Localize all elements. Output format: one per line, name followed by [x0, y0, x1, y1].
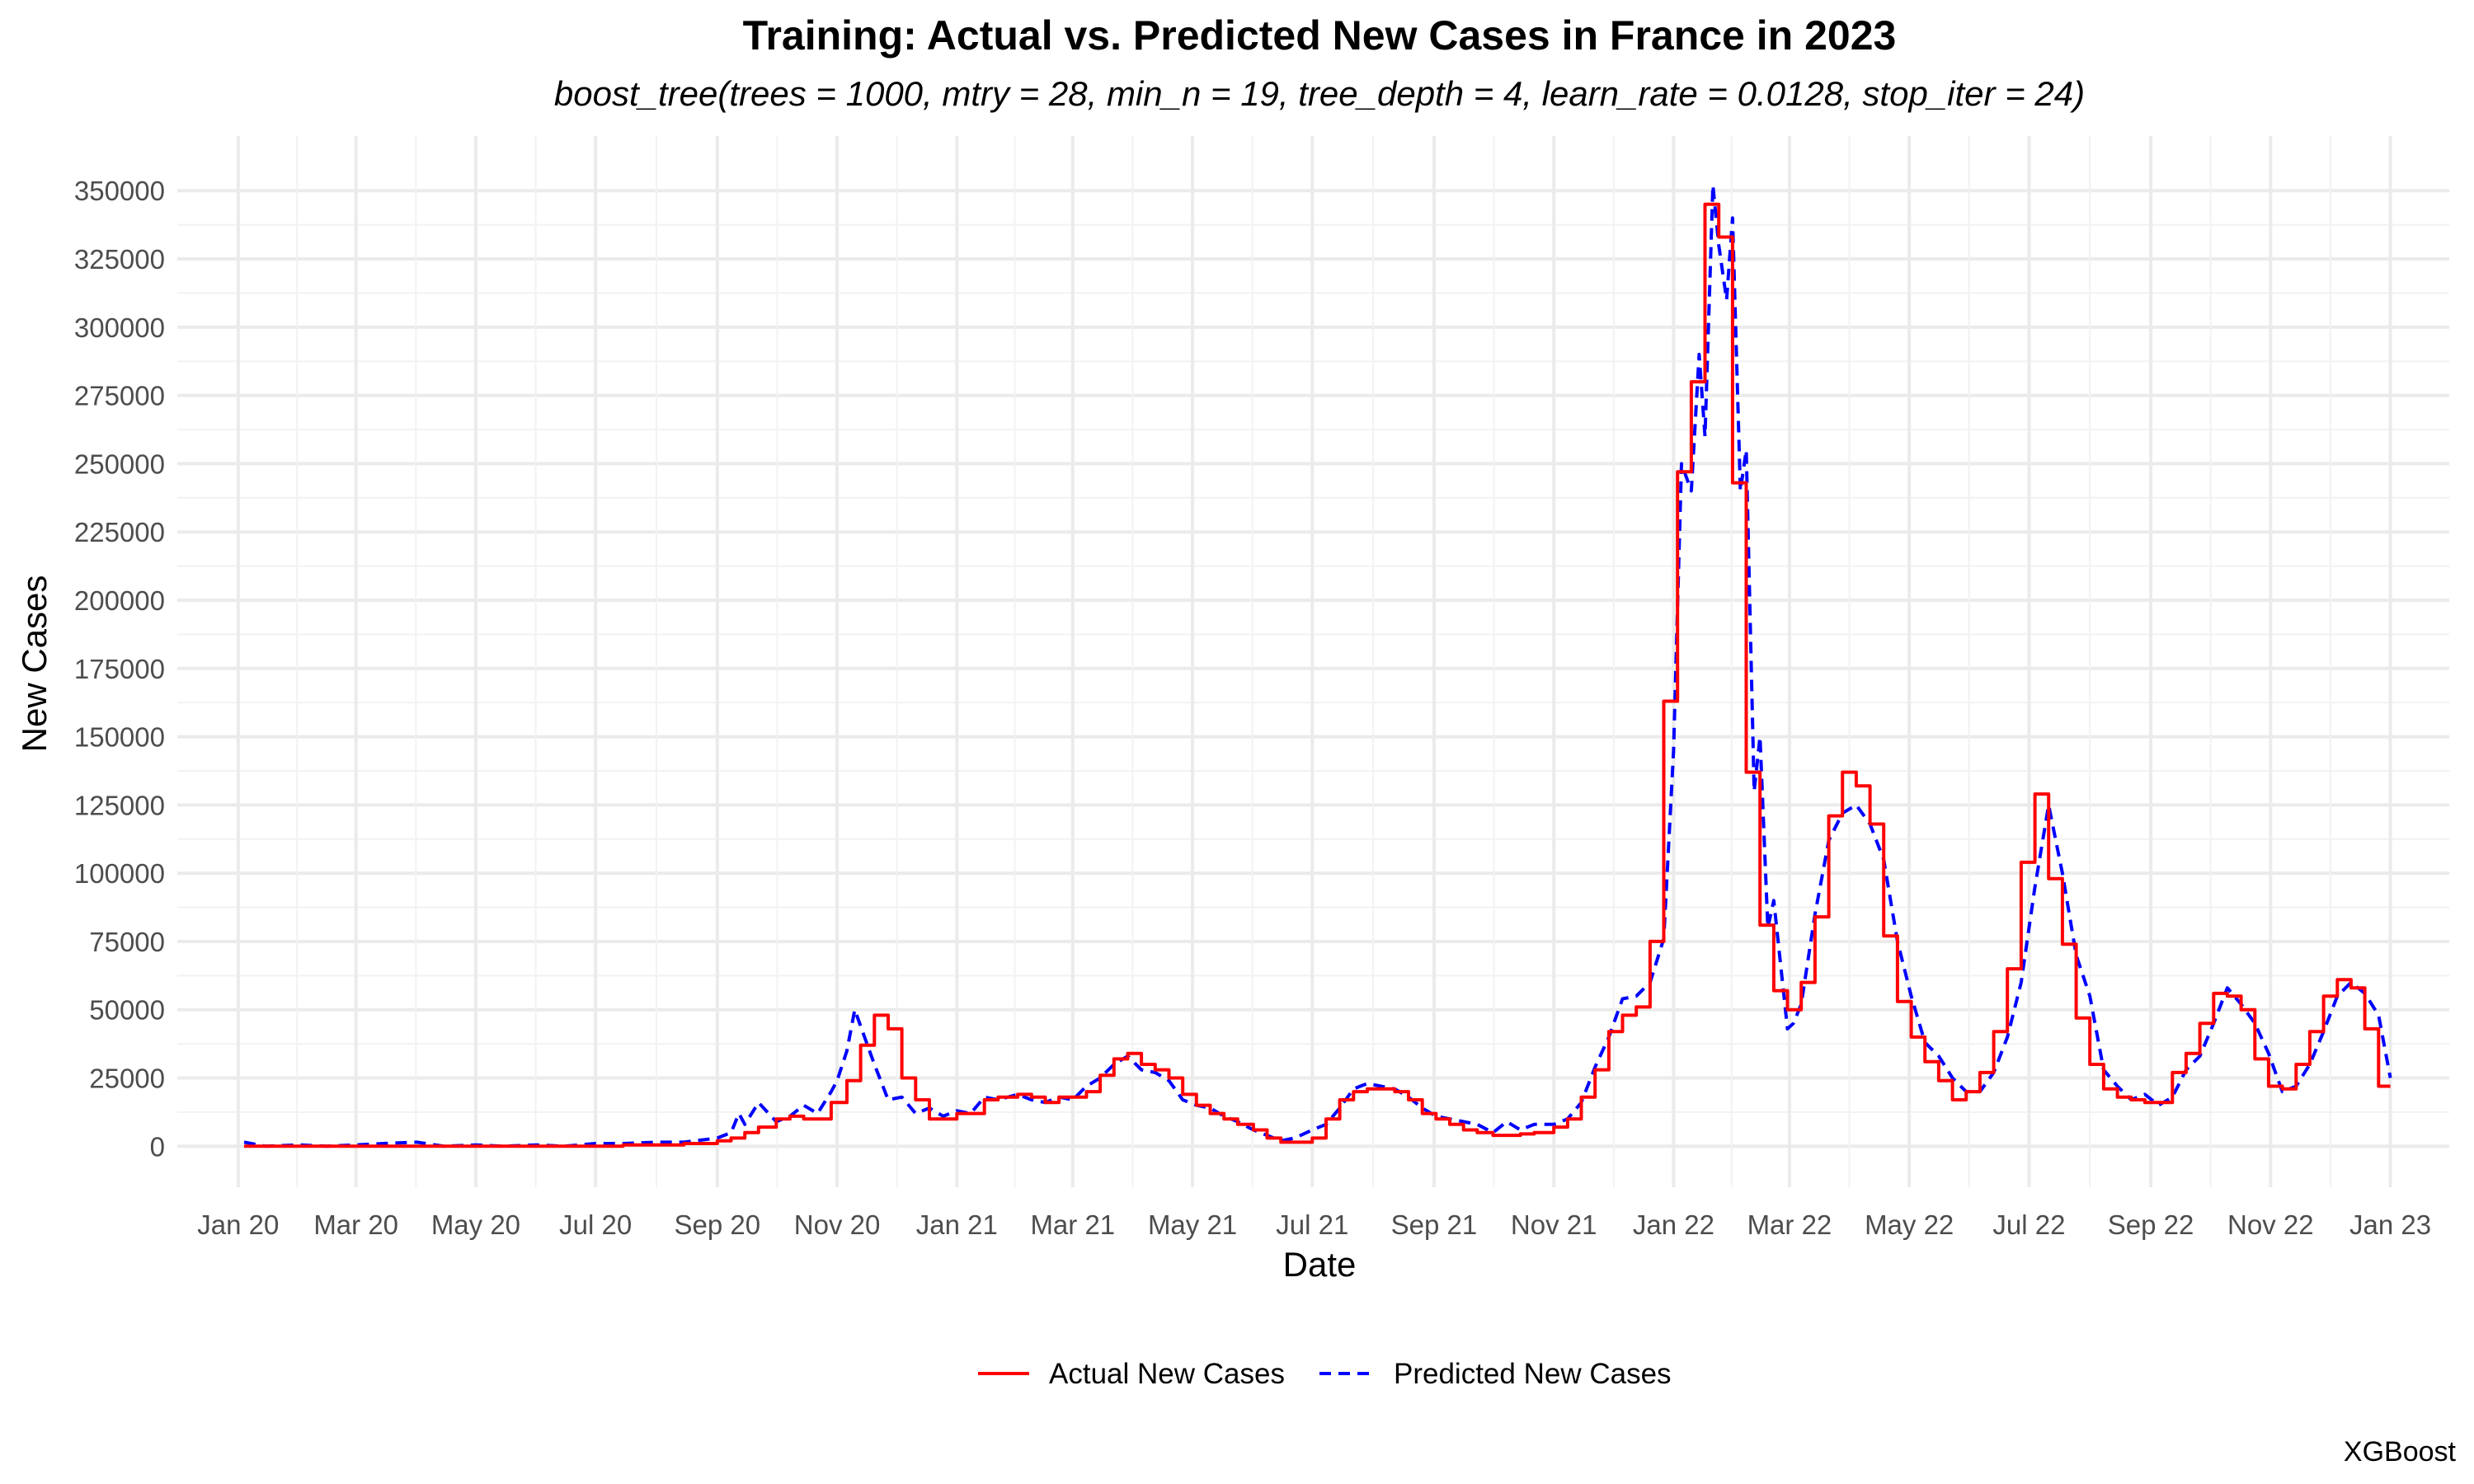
y-axis: 0 25000 50000 75000 100000 125000 150000 175000…	[74, 176, 165, 1162]
y-tick-label: 350000	[74, 176, 165, 206]
x-tick-label: Jan 22	[1633, 1209, 1714, 1240]
x-tick-label: Jul 20	[559, 1209, 632, 1240]
chart-subtitle: boost_tree(trees = 1000, mtry = 28, min_…	[554, 74, 2085, 113]
series-line-predicted	[243, 183, 2392, 1148]
x-tick-label: Mar 22	[1747, 1209, 1832, 1240]
plot-area	[243, 183, 2392, 1148]
x-tick-label: Nov 20	[794, 1209, 881, 1240]
y-tick-label: 300000	[74, 312, 165, 343]
y-tick-label: 0	[150, 1131, 165, 1162]
x-tick-label: Jul 21	[1276, 1209, 1348, 1240]
y-tick-label: 175000	[74, 654, 165, 684]
x-tick-label: Mar 20	[313, 1209, 398, 1240]
x-tick-label: Mar 21	[1030, 1209, 1115, 1240]
y-tick-label: 325000	[74, 244, 165, 275]
x-tick-label: Sep 21	[1391, 1209, 1478, 1240]
series-line-actual	[244, 202, 2391, 1148]
x-tick-label: May 21	[1148, 1209, 1237, 1240]
x-tick-label: Nov 22	[2227, 1209, 2314, 1240]
legend-label-predicted: Predicted New Cases	[1394, 1358, 1672, 1390]
y-tick-label: 100000	[74, 858, 165, 889]
y-tick-label: 75000	[89, 927, 165, 957]
y-tick-label: 275000	[74, 381, 165, 411]
caption: XGBoost	[2344, 1436, 2457, 1468]
y-tick-label: 200000	[74, 585, 165, 616]
y-axis-title: New Cases	[15, 575, 54, 753]
legend-label-actual: Actual New Cases	[1049, 1358, 1285, 1390]
y-tick-label: 125000	[74, 790, 165, 820]
x-tick-label: Jul 22	[1992, 1209, 2065, 1240]
chart-title: Training: Actual vs. Predicted New Cases…	[743, 12, 1897, 59]
x-tick-label: Sep 20	[675, 1209, 761, 1240]
y-tick-label: 150000	[74, 722, 165, 753]
x-axis: Jan 20 Mar 20 May 20 Jul 20 Sep 20 Nov 20 Jan …	[197, 1209, 2431, 1240]
y-tick-label: 250000	[74, 448, 165, 479]
x-tick-label: Jan 20	[197, 1209, 279, 1240]
grid	[177, 136, 2449, 1187]
legend: Actual New Cases Predicted New Cases	[978, 1358, 1672, 1390]
x-tick-label: May 20	[431, 1209, 520, 1240]
x-tick-label: Sep 22	[2108, 1209, 2194, 1240]
x-tick-label: Jan 21	[916, 1209, 998, 1240]
x-tick-label: Jan 23	[2349, 1209, 2431, 1240]
y-tick-label: 50000	[89, 995, 165, 1026]
y-tick-label: 225000	[74, 517, 165, 547]
x-tick-label: May 22	[1865, 1209, 1954, 1240]
x-axis-title: Date	[1283, 1245, 1357, 1284]
x-tick-label: Nov 21	[1511, 1209, 1597, 1240]
y-tick-label: 25000	[89, 1064, 165, 1094]
